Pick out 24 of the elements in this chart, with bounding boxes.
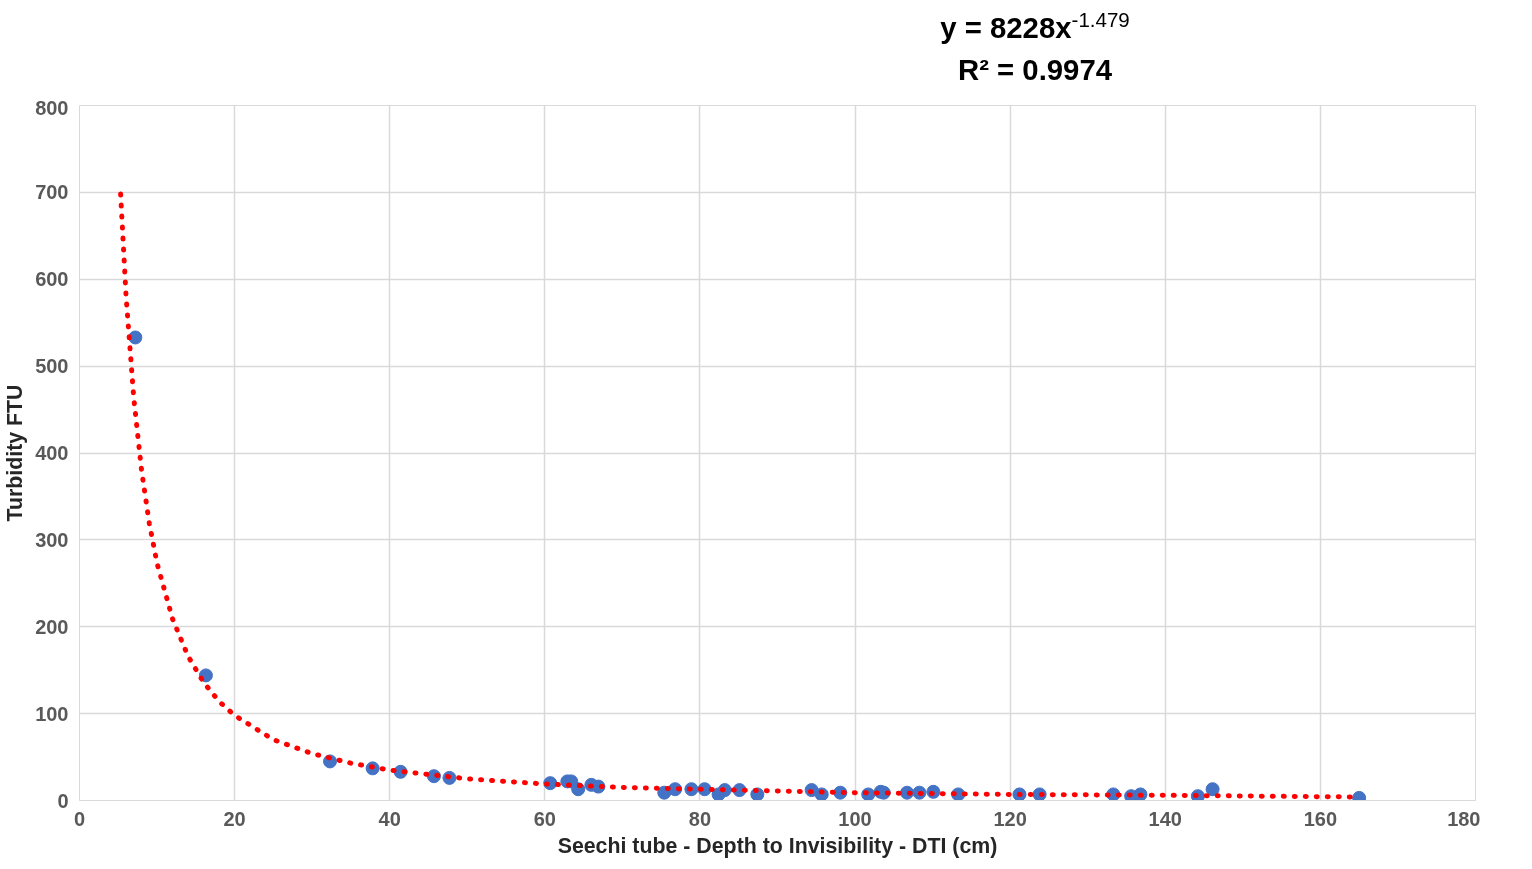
- x-tick-label: 60: [533, 807, 556, 830]
- x-tick-label: 40: [378, 807, 401, 830]
- x-tick-label: 160: [1303, 807, 1338, 830]
- y-tick-label: 500: [35, 355, 69, 378]
- y-tick-label: 800: [35, 96, 69, 119]
- y-tick-label: 0: [57, 789, 69, 812]
- x-tick-label: 100: [838, 807, 872, 830]
- text: y = 8228x$^{-1.479}$: [940, 7, 1130, 46]
- x-tick-label: 180: [1447, 807, 1481, 830]
- text: R² = 0.9974: [956, 52, 1114, 89]
- y-tick-label: 400: [35, 442, 69, 464]
- y-tick-label: 100: [35, 702, 69, 725]
- x-tick-label: 0: [73, 807, 86, 830]
- y-tick-label: 600: [35, 268, 69, 291]
- point: [1205, 782, 1220, 797]
- y-tick-label: 700: [35, 181, 69, 204]
- y-tick-label: 200: [35, 615, 69, 638]
- x-axis-title: Seechi tube - Depth to Invisibility - DTI (cm): [557, 833, 998, 858]
- x-tick-label: 120: [993, 807, 1027, 830]
- x-tick-label: 140: [1148, 807, 1182, 830]
- y-axis-title: Turbidity FTU: [3, 384, 28, 522]
- x-tick-label: 80: [688, 807, 712, 830]
- y-tick-label: 300: [35, 528, 69, 551]
- x-tick-label: 20: [223, 807, 246, 830]
